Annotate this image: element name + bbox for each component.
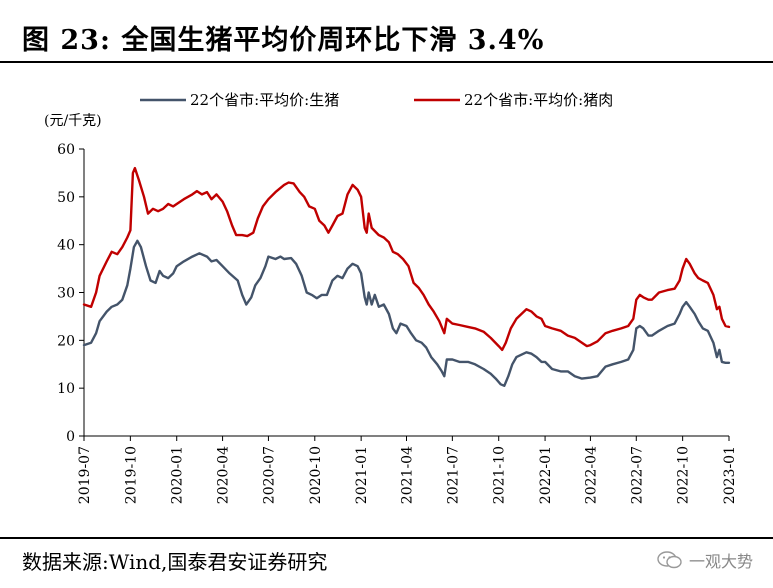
- x-tick-label: 2022-01: [538, 446, 554, 504]
- y-axis-label: (元/千克): [44, 113, 102, 129]
- y-tick-label: 30: [57, 286, 75, 302]
- x-tick-label: 2022-10: [676, 446, 692, 504]
- y-tick-label: 40: [57, 238, 75, 254]
- watermark-label: 一观大势: [688, 552, 753, 571]
- source-note: 数据来源:Wind,国泰君安证券研究: [22, 550, 328, 574]
- series-line-1: [82, 239, 731, 387]
- x-tick-label: 2019-07: [77, 446, 93, 504]
- x-tick-label: 2020-10: [308, 446, 324, 504]
- watermark: 一观大势: [657, 548, 753, 572]
- y-tick-label: 10: [57, 381, 75, 397]
- x-tick-label: 2020-01: [170, 446, 186, 504]
- x-tick-label: 2022-04: [583, 446, 599, 504]
- y-tick-label: 50: [57, 190, 75, 206]
- x-tick-label: 2022-07: [629, 446, 645, 504]
- x-tick-label: 2019-10: [123, 446, 139, 504]
- wechat-icon: [657, 551, 682, 569]
- legend-label-1: 22个省市:平均价:生猪: [190, 91, 339, 109]
- y-tick-label: 0: [66, 429, 75, 445]
- top-divider: [0, 61, 773, 63]
- x-tick-label: 2021-04: [400, 446, 416, 504]
- y-tick-label: 60: [57, 142, 75, 158]
- x-tick-label: 2021-10: [492, 446, 508, 504]
- x-tick-label: 2021-07: [445, 446, 461, 504]
- x-tick-label: 2023-01: [722, 446, 738, 504]
- x-tick-label: 2021-01: [354, 446, 370, 504]
- price-line-chart: 0 10 20 30 40 50 60 (元/千克) 2019-07 2019-10 2020-01…: [44, 91, 738, 504]
- x-tick-label: 2020-07: [261, 446, 277, 504]
- y-tick-label: 20: [57, 333, 75, 349]
- x-tick-label: 2020-04: [216, 446, 232, 504]
- legend-label-2: 22个省市:平均价:猪肉: [464, 91, 613, 109]
- bottom-divider: [0, 537, 773, 539]
- page-title: 图 23: 全国生猪平均价周环比下滑 3.4%: [22, 25, 545, 56]
- series-line-2: [82, 166, 731, 352]
